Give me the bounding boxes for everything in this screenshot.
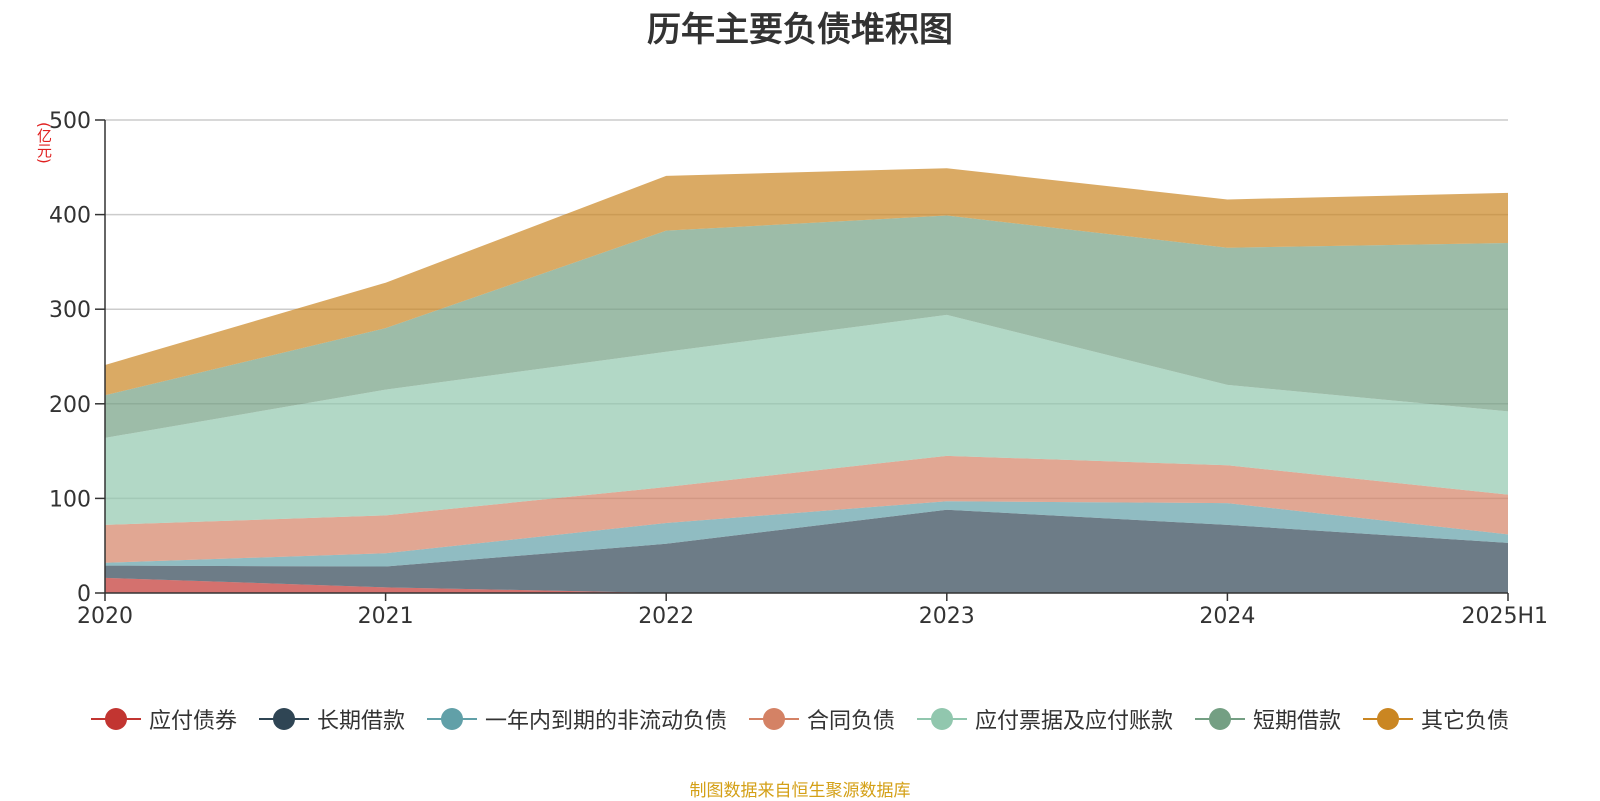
x-tick-label: 2020 bbox=[77, 604, 133, 629]
legend-label: 短期借款 bbox=[1253, 709, 1342, 734]
y-tick-label: 0 bbox=[77, 582, 91, 607]
legend-marker-icon bbox=[426, 707, 477, 731]
area-series-6 bbox=[105, 215, 1508, 438]
x-tick-label: 2025H1 bbox=[1461, 604, 1548, 629]
chart-legend: 应付债券 长期借款 一年内到期的非流动负债 合同负债 应付票据及应付账款 短期借款 其它负债 bbox=[0, 703, 1600, 735]
area-series-7 bbox=[105, 168, 1508, 396]
area-series-3 bbox=[105, 501, 1508, 567]
legend-label: 合同负债 bbox=[806, 709, 895, 734]
legend-label: 其它负债 bbox=[1421, 709, 1510, 734]
y-tick-label: 500 bbox=[49, 109, 91, 134]
legend-label: 应付债券 bbox=[148, 709, 237, 734]
legend-label: 一年内到期的非流动负债 bbox=[484, 709, 727, 734]
x-tick-label: 2021 bbox=[358, 604, 414, 629]
area-series-2 bbox=[105, 509, 1508, 593]
legend-item[interactable]: 合同负债 bbox=[748, 703, 895, 735]
legend-marker-icon bbox=[917, 707, 967, 731]
x-tick-label: 2024 bbox=[1199, 604, 1255, 629]
legend-marker-icon bbox=[258, 707, 309, 731]
y-axis-unit-label: (亿元) bbox=[35, 122, 53, 164]
y-tick-label: 400 bbox=[49, 204, 91, 229]
x-tick-label: 2022 bbox=[638, 604, 694, 629]
legend-item[interactable]: 应付票据及应付账款 bbox=[917, 703, 1173, 735]
legend-marker-icon bbox=[1363, 707, 1414, 731]
legend-label: 长期借款 bbox=[316, 709, 405, 734]
data-source-note: 制图数据来自恒生聚源数据库 bbox=[689, 781, 911, 801]
x-tick-label: 2023 bbox=[919, 604, 975, 629]
y-tick-label: 300 bbox=[49, 298, 91, 323]
legend-item[interactable]: 短期借款 bbox=[1195, 703, 1341, 735]
area-series-4 bbox=[105, 455, 1508, 563]
legend-marker-icon bbox=[748, 707, 799, 731]
legend-item[interactable]: 其它负债 bbox=[1363, 703, 1509, 735]
legend-item[interactable]: 一年内到期的非流动负债 bbox=[426, 703, 727, 735]
chart-title: 历年主要负债堆积图 bbox=[647, 10, 953, 50]
legend-label: 应付票据及应付账款 bbox=[975, 709, 1174, 734]
legend-marker-icon bbox=[90, 707, 141, 731]
area-series-1 bbox=[105, 577, 1508, 593]
legend-marker-icon bbox=[1195, 707, 1246, 731]
area-series-5 bbox=[105, 314, 1508, 525]
legend-item[interactable]: 长期借款 bbox=[258, 703, 405, 735]
legend-item[interactable]: 应付债券 bbox=[90, 703, 237, 735]
y-tick-label: 100 bbox=[49, 487, 91, 512]
y-tick-label: 200 bbox=[49, 393, 91, 418]
